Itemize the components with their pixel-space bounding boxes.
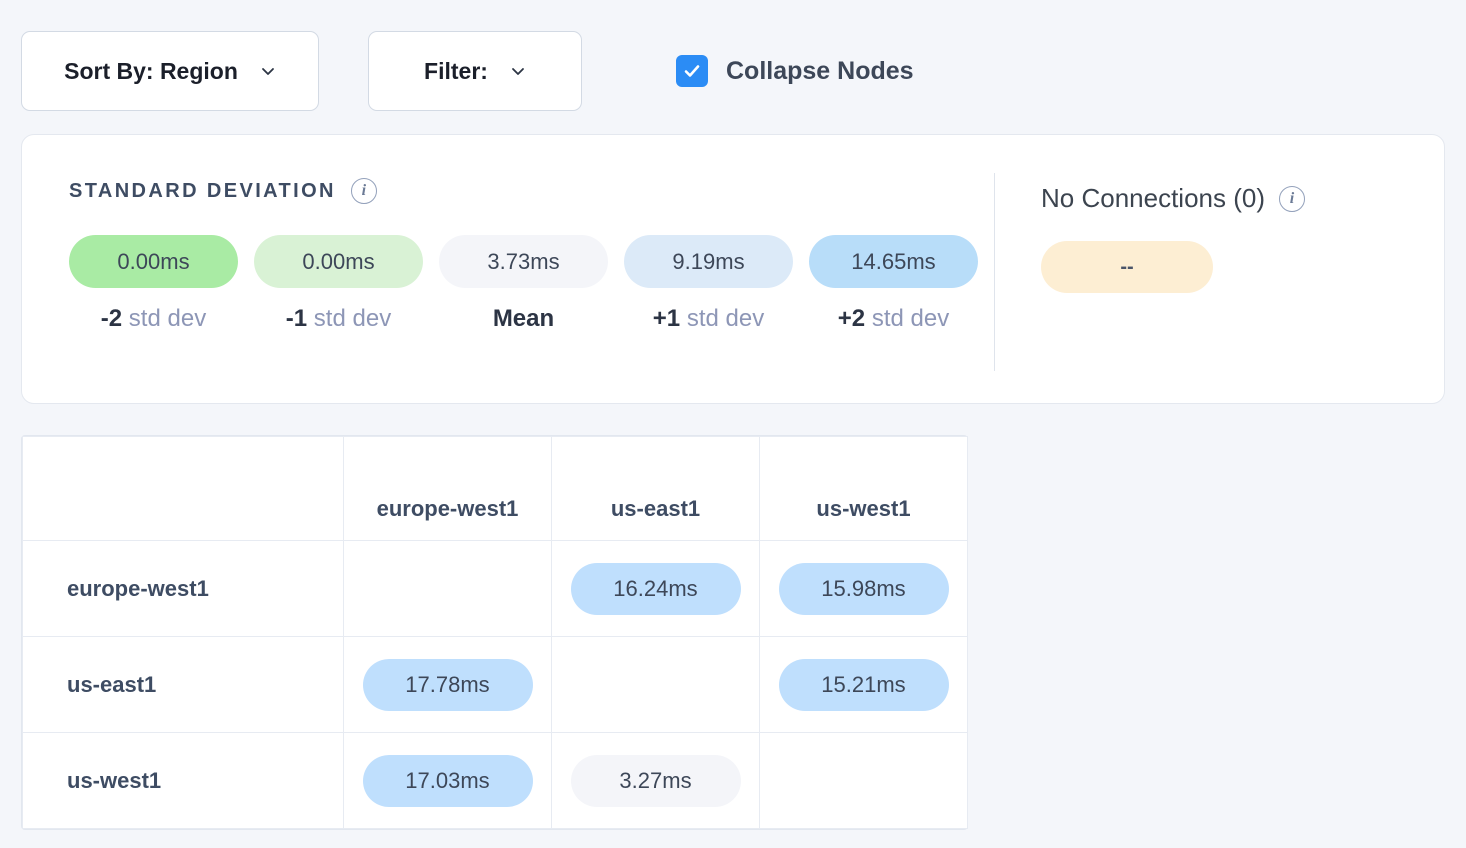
std-dev-item: 9.19ms +1 std dev: [624, 235, 793, 333]
std-dev-item: 14.65ms +2 std dev: [809, 235, 978, 333]
matrix-cell-pill: 15.98ms: [778, 562, 949, 615]
std-dev-caption-text: std dev: [680, 305, 765, 332]
sort-by-dropdown-label: Sort By: Region: [64, 57, 238, 84]
collapse-nodes-label: Collapse Nodes: [726, 56, 914, 85]
matrix-cell[interactable]: 15.98ms: [759, 540, 968, 637]
std-dev-pill: 0.00ms: [69, 235, 238, 288]
std-dev-pill-row: 0.00ms -2 std dev 0.00ms -1 std dev 3.73…: [69, 235, 994, 333]
row-label-us-east1: us-east1: [22, 636, 344, 733]
standard-deviation-header: STANDARD DEVIATION i: [69, 178, 994, 204]
std-dev-caption-text: std dev: [865, 305, 950, 332]
std-dev-caption-num: +1: [652, 305, 681, 332]
std-dev-caption-text: std dev: [307, 305, 392, 332]
matrix-cell[interactable]: 15.21ms: [759, 636, 968, 733]
no-connections-pill: --: [1041, 241, 1213, 293]
filter-dropdown-label: Filter:: [424, 57, 488, 84]
filter-dropdown[interactable]: Filter:: [368, 31, 582, 111]
table-row: us-east1 17.78ms 15.21ms: [22, 636, 968, 733]
section-divider: [994, 173, 995, 371]
std-dev-caption: -1 std dev: [254, 305, 423, 333]
std-dev-caption-num: -2: [100, 305, 123, 332]
matrix-cell[interactable]: [551, 636, 760, 733]
matrix-cell[interactable]: 17.78ms: [343, 636, 552, 733]
no-connections-header: No Connections (0) i: [1041, 183, 1305, 214]
standard-deviation-title: STANDARD DEVIATION: [69, 179, 336, 202]
matrix-cell[interactable]: 16.24ms: [551, 540, 760, 637]
matrix-cell[interactable]: 17.03ms: [343, 732, 552, 829]
std-dev-pill: 9.19ms: [624, 235, 793, 288]
matrix-cell[interactable]: [759, 732, 968, 829]
table-row: us-west1 17.03ms 3.27ms: [22, 732, 968, 829]
mean-pill: 3.73ms: [439, 235, 608, 288]
matrix-cell-pill: 17.78ms: [362, 658, 533, 711]
column-header-us-west1: us-west1: [759, 436, 968, 541]
std-dev-caption: -2 std dev: [69, 305, 238, 333]
matrix-cell[interactable]: 3.27ms: [551, 732, 760, 829]
toolbar: Sort By: Region Filter: Collapse Nodes: [0, 0, 1466, 112]
chevron-down-icon: [260, 63, 276, 79]
chevron-down-icon: [510, 63, 526, 79]
no-connections-section: No Connections (0) i --: [994, 135, 1305, 403]
column-header-us-east1: us-east1: [551, 436, 760, 541]
standard-deviation-section: STANDARD DEVIATION i 0.00ms -2 std dev 0…: [22, 135, 994, 403]
matrix-cell-pill: 16.24ms: [570, 562, 741, 615]
table-row: europe-west1 16.24ms 15.98ms: [22, 540, 968, 637]
matrix-cell-pill: 15.21ms: [778, 658, 949, 711]
matrix-cell-pill: 3.27ms: [570, 754, 741, 807]
std-dev-item: 0.00ms -2 std dev: [69, 235, 238, 333]
matrix-cell[interactable]: [343, 540, 552, 637]
collapse-nodes-toggle[interactable]: Collapse Nodes: [676, 55, 914, 87]
mean-caption: Mean: [492, 305, 555, 332]
collapse-nodes-checkbox[interactable]: [676, 55, 708, 87]
row-label-us-west1: us-west1: [22, 732, 344, 829]
matrix-cell-pill: 17.03ms: [362, 754, 533, 807]
std-dev-item: 0.00ms -1 std dev: [254, 235, 423, 333]
sort-by-dropdown[interactable]: Sort By: Region: [21, 31, 319, 111]
std-dev-caption-text: std dev: [122, 305, 207, 332]
no-connections-title: No Connections (0): [1041, 183, 1265, 213]
column-header-europe-west1: europe-west1: [343, 436, 552, 541]
latency-matrix: europe-west1 us-east1 us-west1 europe-we…: [21, 435, 968, 830]
std-dev-item-mean: 3.73ms Mean: [439, 235, 608, 333]
std-dev-caption: +1 std dev: [624, 305, 793, 333]
table-header-row: europe-west1 us-east1 us-west1: [22, 436, 968, 541]
std-dev-caption: +2 std dev: [809, 305, 978, 333]
info-icon[interactable]: i: [350, 178, 377, 204]
info-icon[interactable]: i: [1279, 185, 1305, 212]
std-dev-caption-num: -1: [285, 305, 308, 332]
matrix-corner-cell: [22, 436, 344, 541]
stats-card: STANDARD DEVIATION i 0.00ms -2 std dev 0…: [21, 134, 1445, 404]
row-label-europe-west1: europe-west1: [22, 540, 344, 637]
std-dev-pill: 14.65ms: [809, 235, 978, 288]
std-dev-pill: 0.00ms: [254, 235, 423, 288]
std-dev-caption-num: +2: [837, 305, 866, 332]
